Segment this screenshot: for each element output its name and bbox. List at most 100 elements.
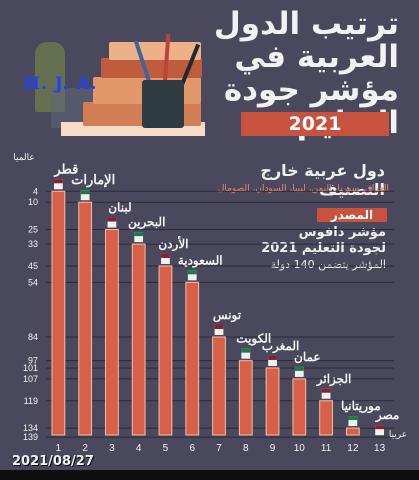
y-tick-label: 45: [28, 261, 38, 271]
flag-icon: [321, 388, 331, 399]
bar: [238, 360, 253, 436]
flag-stripe: [214, 325, 224, 329]
category-label: الأردن: [158, 236, 188, 252]
flag-icon: [161, 253, 170, 264]
tick-labels: 1 4 2 10 3 25 4 33 5 45 6 54 7 84 8 97 9 101 10 107 11 119 12 1…: [23, 186, 386, 454]
book-icon: [101, 58, 202, 78]
x-tick-label: 1: [56, 443, 62, 454]
x-tick-label: 10: [294, 443, 306, 454]
x-tick-label: 3: [109, 443, 115, 454]
bar: [265, 367, 280, 436]
bar: [319, 400, 333, 436]
x-tick-label: 8: [243, 443, 249, 454]
y-tick-label: 97: [28, 356, 38, 366]
flag-icon: [187, 270, 197, 281]
y-tick-label: 139: [23, 432, 38, 442]
x-tick-label: 11: [321, 443, 332, 454]
y-tick-label: 4: [33, 186, 38, 196]
x-axis-label: عربيا: [389, 429, 407, 440]
bar: [51, 190, 66, 436]
flag-icon: [134, 232, 144, 243]
flag-icon: [54, 179, 63, 190]
x-tick-label: 6: [189, 443, 195, 454]
bar: [292, 378, 307, 436]
category-label: لبنان: [108, 201, 131, 215]
flag-stripe: [375, 425, 384, 430]
x-tick-label: 7: [216, 443, 222, 454]
flag-icon: [241, 348, 251, 359]
flag-stripe: [107, 217, 117, 222]
x-tick-label: 9: [270, 443, 276, 454]
bottom-strip: [0, 470, 419, 480]
y-tick-label: 84: [28, 332, 38, 342]
flag-icon: [348, 416, 358, 427]
category-label: الجزائر: [316, 372, 352, 387]
category-label: مصر: [375, 408, 399, 423]
y-tick-label: 101: [23, 363, 38, 373]
y-tick-label: 25: [28, 225, 38, 235]
y-tick-label: 10: [28, 197, 38, 207]
category-label: عمان: [294, 350, 321, 364]
flag-icon: [375, 425, 384, 436]
flag-stripe: [134, 232, 144, 237]
y-axis-label: عالميا: [13, 152, 35, 162]
poster-title: ترتيب الدول العربية في مؤشر جودة التعليم: [213, 6, 399, 140]
flag-stripe: [241, 348, 251, 353]
category-label: الكويت: [236, 332, 271, 347]
outside-ranking-list: العراق، سوريا، اليمن، ليبيا، السودان، ال…: [217, 184, 389, 194]
flag-icon: [107, 217, 117, 228]
x-tick-label: 12: [347, 443, 359, 454]
flag-stripe: [348, 416, 358, 421]
bar: [185, 281, 200, 436]
category-label: الإمارات: [71, 172, 115, 188]
bar: [105, 229, 119, 436]
flag-stripe: [187, 270, 197, 275]
source-line-2: لجودة التعليم 2021: [261, 241, 386, 256]
bar: [131, 243, 146, 436]
books-illustration: [35, 30, 210, 140]
flag-icon: [268, 355, 277, 366]
flag-stripe: [321, 388, 331, 393]
x-tick-label: 2: [82, 443, 88, 454]
flag-stripe: [54, 179, 63, 184]
y-tick-label: 33: [28, 239, 38, 249]
category-label: المغرب: [262, 339, 300, 354]
flag-icon: [80, 190, 90, 201]
y-tick-label: 119: [24, 396, 38, 406]
bar: [212, 336, 226, 436]
source-line-3: المؤشر يتضمن 140 دولة: [270, 258, 386, 271]
flag-stripe: [80, 190, 90, 195]
book-icon: [109, 42, 201, 60]
flag-icon: [214, 325, 224, 335]
category-label: البحرين: [128, 215, 165, 230]
flag-stripe: [161, 253, 170, 258]
flag-stripe: [268, 355, 277, 360]
x-tick-label: 5: [163, 443, 169, 454]
y-tick-label: 134: [23, 423, 38, 433]
source-badge: المصدر: [317, 208, 387, 222]
flag-stripe: [294, 366, 304, 371]
bar: [345, 427, 360, 436]
date-stamp: 2021/08/27: [12, 454, 94, 469]
pencil-cup-icon: [142, 80, 184, 128]
bars: [51, 179, 384, 436]
category-label: السعودية: [178, 253, 223, 268]
category-label: موريتانيا: [341, 399, 381, 414]
watermark: H. J. A.: [24, 74, 98, 94]
year-badge: 2021: [241, 112, 389, 136]
x-tick-label: 4: [136, 443, 142, 454]
poster-background: [0, 0, 419, 470]
x-tick-label: 13: [374, 443, 386, 454]
category-label: تونس: [213, 308, 242, 323]
bar: [158, 265, 173, 436]
bar: [78, 201, 93, 436]
flag-icon: [294, 366, 304, 377]
outside-ranking-title: دول عربية خارج التصنيف: [260, 161, 385, 199]
y-tick-label: 107: [23, 374, 38, 384]
category-label: قطر: [53, 161, 78, 177]
source-line-1: مؤشر دافوس: [298, 225, 386, 240]
y-tick-label: 54: [28, 277, 38, 287]
